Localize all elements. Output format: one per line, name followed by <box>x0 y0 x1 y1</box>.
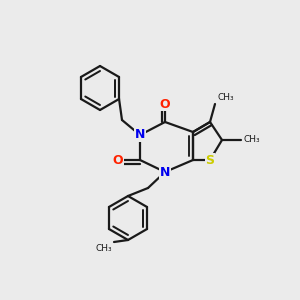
Text: S: S <box>206 154 214 166</box>
Text: CH₃: CH₃ <box>95 244 112 253</box>
Text: O: O <box>160 98 170 110</box>
Text: CH₃: CH₃ <box>243 136 260 145</box>
Text: N: N <box>135 128 145 142</box>
Text: CH₃: CH₃ <box>217 93 234 102</box>
Text: O: O <box>113 154 123 166</box>
Text: N: N <box>160 166 170 178</box>
